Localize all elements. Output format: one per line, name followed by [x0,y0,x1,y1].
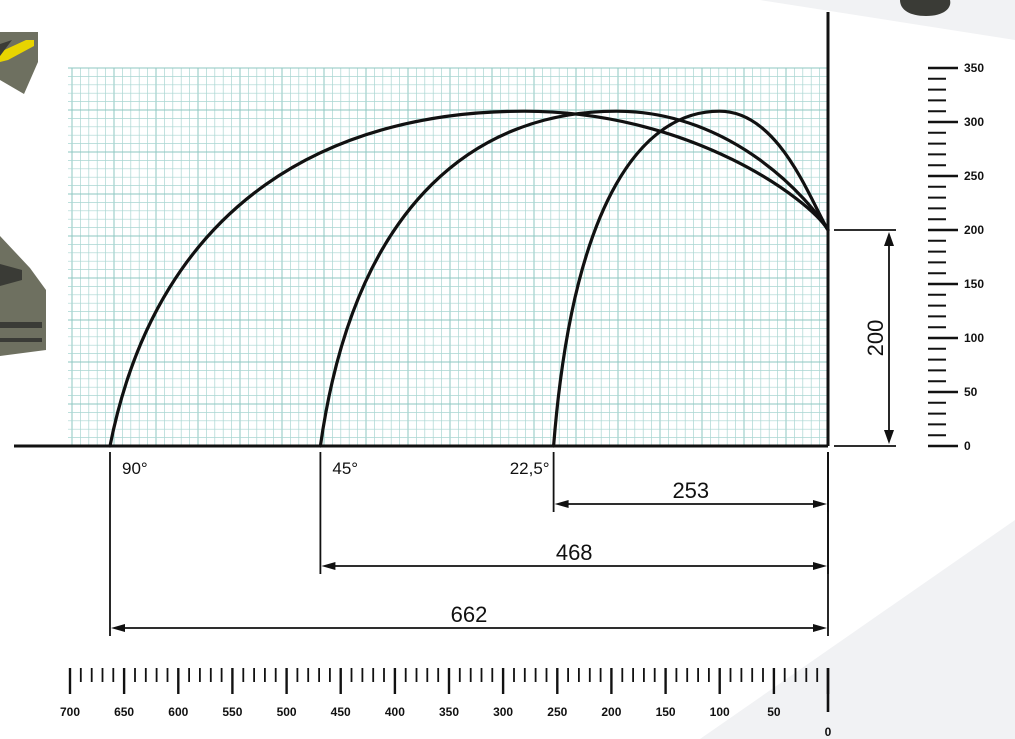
horizontal-scale-label: 50 [767,705,781,719]
background-shape-bottom-right [700,520,1015,739]
trajectory-curves [108,109,830,448]
horizontal-scale-label: 100 [710,705,730,719]
horizontal-scale-label: 400 [385,705,405,719]
decorative-dark-blob-icon [900,0,951,16]
horizontal-scale-label: 650 [114,705,134,719]
horizontal-scale-label: 700 [60,705,80,719]
vertical-scale-label: 150 [964,277,984,291]
horizontal-scale-label: 150 [656,705,676,719]
distance-label: 468 [556,540,593,565]
horizontal-scale-label: 250 [547,705,567,719]
background-shape-top-right [760,0,1015,40]
vertical-scale-label: 200 [964,223,984,237]
horizontal-scale-label: 200 [601,705,621,719]
vertical-scale-label: 100 [964,331,984,345]
trajectory-curve-1 [108,109,830,448]
distance-dimension-468: 468 45° [319,452,829,574]
horizontal-scale-label: 0 [825,725,832,739]
vertical-scale-label: 0 [964,439,971,453]
angle-label: 22,5° [510,459,550,478]
vertical-scale-label: 50 [964,385,978,399]
trajectory-curve-3 [552,109,830,448]
height-label: 200 [863,320,888,357]
distance-label: 662 [451,602,488,627]
decorative-gun-part-icon [0,32,38,94]
distance-dimensions: 253 22,5° 468 45° 662 90° [109,452,829,636]
horizontal-scale: 700 650 600 550 500 450 400 350 300 250 200 150 100 5… [60,668,832,739]
vertical-scale-label: 300 [964,115,984,129]
horizontal-scale-label: 350 [439,705,459,719]
vertical-scale: 350 300 250 200 150 100 50 0 [928,61,984,453]
horizontal-scale-label: 300 [493,705,513,719]
distance-dimension-253: 253 22,5° [510,452,829,512]
angle-label: 45° [332,459,358,478]
angle-label: 90° [122,459,148,478]
distance-dimension-662: 662 90° [109,452,829,636]
horizontal-scale-label: 550 [222,705,242,719]
decorative-block-part-icon [0,236,46,356]
grid [68,67,829,447]
horizontal-scale-label: 600 [168,705,188,719]
vertical-scale-label: 350 [964,61,984,75]
horizontal-scale-label: 450 [331,705,351,719]
horizontal-scale-label: 500 [277,705,297,719]
height-dimension: 200 [834,229,896,447]
vertical-scale-label: 250 [964,169,984,183]
trajectory-curve-2 [318,109,830,448]
distance-label: 253 [672,478,709,503]
